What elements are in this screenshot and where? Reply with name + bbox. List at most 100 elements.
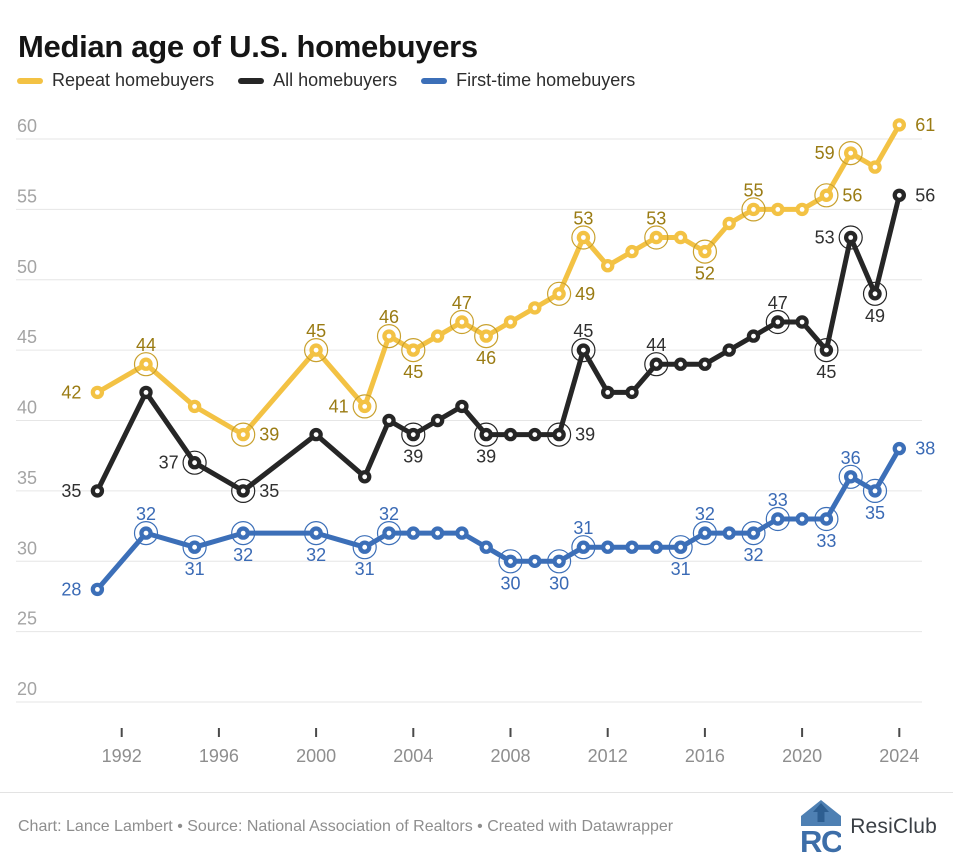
data-point-hole-first-time-2016 [702, 530, 708, 536]
y-axis-label-55: 55 [17, 186, 37, 206]
data-point-hole-all-1995 [192, 460, 198, 466]
data-point-hole-all-2000 [313, 432, 319, 437]
value-label-all-2011: 45 [573, 321, 593, 341]
value-label-all-1991: 35 [61, 481, 81, 501]
data-point-hole-repeat-2014 [653, 235, 659, 240]
data-point-hole-all-2007 [483, 432, 489, 437]
legend-item-repeat: Repeat homebuyers [17, 70, 214, 91]
value-label-all-2014: 44 [646, 335, 666, 355]
highlight-ring-first-time-1995 [182, 535, 207, 560]
x-axis-label-2020: 2020 [782, 746, 822, 766]
highlight-ring-repeat-2016 [692, 239, 718, 264]
legend-swatch-repeat [17, 77, 43, 84]
data-point-hole-repeat-2005 [435, 333, 440, 339]
value-label-first-time-1991: 28 [61, 579, 81, 599]
legend-swatch-all [238, 77, 265, 84]
chart-title: Median age of U.S. homebuyers [18, 28, 478, 64]
data-point-hole-first-time-2014 [653, 544, 659, 550]
line-chart-canvas: 60 55 50 45 40 35 30 25 20 1992 1996 2000 2004 2008 20… [16, 115, 935, 766]
highlight-ring-first-time-2015 [668, 535, 693, 560]
resiclub-brand: R C ResiClub [801, 799, 937, 854]
data-point-hole-all-2011 [581, 347, 586, 353]
data-point-hole-all-2004 [410, 432, 416, 437]
data-point-hole-repeat-2002 [362, 404, 368, 409]
y-axis-label-25: 25 [17, 609, 37, 629]
x-axis-label-2012: 2012 [588, 746, 628, 766]
data-point-hole-first-time-2017 [726, 530, 732, 536]
data-point-hole-repeat-1997 [240, 432, 246, 437]
highlight-ring-first-time-2022 [838, 464, 863, 489]
value-label-first-time-1995: 31 [185, 559, 205, 579]
value-label-repeat-2011: 53 [573, 209, 593, 229]
legend-item-first-time: First-time homebuyers [421, 70, 635, 91]
data-point-hole-first-time-2018 [751, 530, 756, 536]
y-axis-label-45: 45 [17, 327, 37, 347]
highlight-ring-all-2010 [546, 422, 572, 447]
value-label-first-time-2018: 32 [743, 545, 763, 565]
credit-line: Chart: Lance Lambert • Source: National … [18, 817, 674, 835]
value-label-first-time-2010: 30 [549, 573, 569, 593]
data-point-hole-repeat-1995 [192, 404, 198, 409]
value-label-repeat-2007: 46 [476, 348, 496, 368]
data-point-hole-repeat-2024 [896, 122, 902, 128]
y-axis-label-35: 35 [17, 468, 37, 488]
data-point-hole-first-time-2024 [896, 446, 902, 451]
highlight-ring-first-time-2008 [498, 549, 523, 574]
value-label-repeat-1997: 39 [259, 425, 279, 445]
data-point-hole-first-time-1993 [143, 530, 149, 536]
x-axis-label-2004: 2004 [393, 746, 433, 766]
data-point-hole-all-2022 [848, 235, 854, 240]
data-point-hole-repeat-2018 [751, 207, 756, 212]
data-point-hole-repeat-2011 [581, 235, 586, 240]
value-label-first-time-1993: 32 [136, 504, 156, 524]
value-label-all-2004: 39 [403, 447, 423, 467]
data-point-hole-all-2006 [459, 404, 465, 409]
data-point-hole-repeat-2009 [532, 305, 538, 311]
data-point-hole-repeat-2017 [726, 221, 732, 226]
value-label-first-time-2016: 32 [695, 504, 715, 524]
highlight-ring-repeat-2022 [838, 141, 863, 166]
data-point-hole-first-time-2000 [313, 530, 319, 536]
highlight-ring-all-2011 [571, 338, 596, 363]
highlight-ring-all-2021 [814, 338, 839, 363]
value-label-first-time-1997: 32 [233, 545, 253, 565]
highlight-ring-first-time-2019 [765, 506, 790, 532]
y-axis-label-40: 40 [17, 398, 37, 418]
value-label-first-time-2022: 36 [841, 448, 861, 468]
value-label-repeat-1993: 44 [136, 335, 156, 355]
highlight-ring-first-time-2003 [376, 520, 402, 546]
value-label-first-time-2003: 32 [379, 504, 399, 524]
data-point-hole-repeat-2021 [824, 192, 829, 198]
data-point-hole-all-2023 [872, 291, 878, 297]
data-point-hole-repeat-2020 [799, 207, 805, 212]
value-label-repeat-2002: 41 [329, 396, 349, 416]
highlight-ring-repeat-2004 [401, 338, 426, 363]
highlight-ring-all-2019 [765, 309, 790, 335]
data-point-hole-repeat-2022 [848, 150, 854, 156]
value-label-repeat-2018: 55 [743, 180, 763, 200]
value-label-all-2021: 45 [816, 362, 836, 382]
value-label-repeat-2000: 45 [306, 321, 326, 341]
data-point-hole-all-1997 [240, 488, 246, 494]
data-point-hole-all-2019 [775, 319, 781, 325]
data-point-hole-repeat-2006 [459, 319, 465, 325]
data-point-hole-all-2017 [726, 347, 732, 353]
data-point-hole-repeat-2013 [629, 249, 635, 255]
data-point-hole-first-time-2019 [775, 516, 781, 522]
y-axis-label-60: 60 [17, 116, 37, 136]
highlight-ring-repeat-2002 [352, 394, 377, 419]
value-label-repeat-2006: 47 [452, 293, 472, 313]
value-label-first-time-2024: 38 [915, 439, 935, 459]
highlight-ring-first-time-1993 [133, 520, 159, 546]
highlight-ring-repeat-1997 [231, 422, 256, 447]
data-point-hole-first-time-2005 [435, 530, 440, 536]
x-axis-label-2024: 2024 [879, 746, 919, 766]
x-axis-label-2000: 2000 [296, 746, 336, 766]
data-point-hole-all-2016 [702, 361, 708, 367]
highlight-ring-repeat-1993 [133, 352, 159, 377]
value-label-all-2022: 53 [815, 228, 835, 248]
data-point-hole-first-time-2004 [410, 530, 416, 536]
highlight-ring-repeat-2018 [741, 197, 766, 222]
data-point-hole-repeat-2012 [605, 263, 611, 269]
value-label-repeat-1991: 42 [61, 382, 81, 402]
